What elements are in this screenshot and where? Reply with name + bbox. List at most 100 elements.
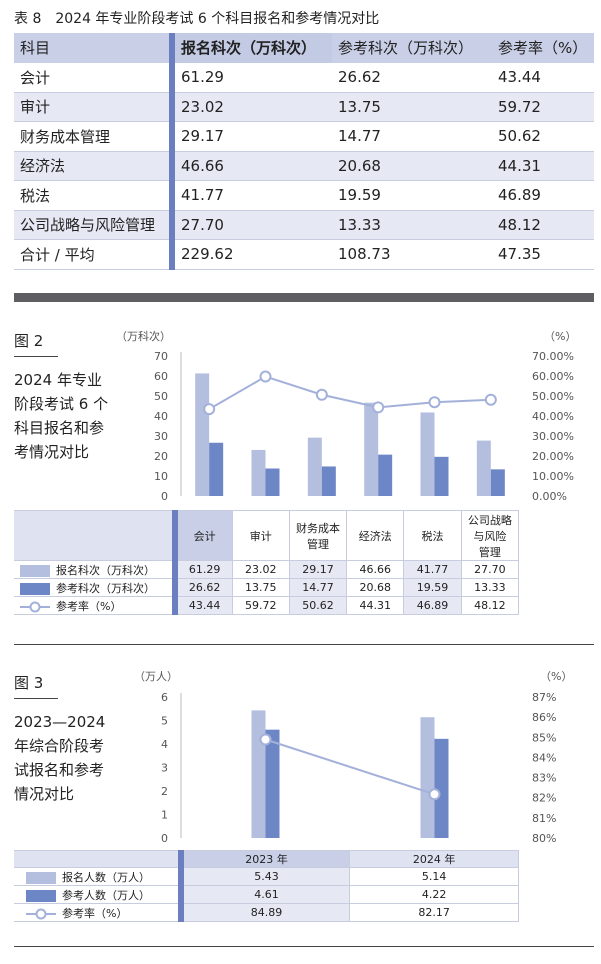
table-cell: 27.70	[460, 560, 520, 579]
table-cell: 14.77	[332, 121, 492, 152]
bar-registration	[364, 402, 379, 496]
fig3-data-table: 2023 年 2024 年 报名人数（万人） 5.43 5.14 参考人数（万人…	[14, 850, 519, 922]
bar-registration	[195, 373, 210, 496]
fig2-right-unit: （%）	[544, 330, 577, 343]
table-cell: 46.89	[492, 180, 594, 211]
category-label: 与风险	[473, 529, 507, 543]
table-cell: 29.17	[169, 121, 332, 152]
table-cell: 229.62	[169, 239, 332, 270]
y2-tick-label: 81%	[532, 812, 556, 825]
bar-registration	[307, 437, 322, 496]
table-row: 参考人数（万人） 4.61 4.22	[14, 885, 519, 904]
legend-label: 参考率（%）	[56, 599, 122, 613]
caption-line: 试报名和参考	[14, 761, 105, 779]
y2-tick-label: 40.00%	[532, 410, 574, 423]
fig2-label-rule	[14, 356, 58, 357]
fig3-corner-cell	[14, 850, 184, 868]
y2-tick-label: 60.00%	[532, 370, 574, 383]
table-cell: 23.02	[231, 560, 290, 579]
figure-divider	[14, 644, 594, 645]
fig2-category-cell: 会计	[174, 510, 233, 561]
legend-swatch	[26, 889, 56, 902]
rate-point	[259, 733, 272, 746]
category-label: 公司战略	[467, 513, 512, 527]
y2-tick-label: 84%	[532, 751, 556, 764]
section-divider	[14, 293, 594, 302]
fig2-data-header-row: 会计 审计 财务成本 管理 经济法 税法 公司战略 与风险 管理	[14, 510, 520, 561]
table-cell: 82.17	[349, 903, 519, 922]
legend-swatch	[20, 582, 50, 595]
table-cell: 会计	[14, 62, 172, 93]
y-tick-label: 30	[154, 430, 168, 443]
category-label: 经济法	[358, 529, 392, 543]
y2-tick-label: 82%	[532, 792, 556, 805]
table-cell: 108.73	[332, 239, 492, 270]
bar-participation	[434, 456, 449, 496]
y2-tick-label: 85%	[532, 731, 556, 744]
table-cell: 61.29	[169, 62, 332, 93]
y-tick-label: 2	[161, 785, 168, 798]
table-cell: 13.75	[231, 578, 290, 597]
fig2-category-cell: 经济法	[346, 510, 405, 561]
table-cell: 13.33	[332, 210, 492, 240]
y-tick-label: 20	[154, 450, 168, 463]
table-cell: 59.72	[492, 92, 594, 122]
fig3-chart: 0 1 2 3 4 5 6 80% 81% 82% 83% 84% 85% 86% 87%	[161, 691, 556, 845]
fig3-category-cell: 2024 年	[349, 850, 519, 868]
table-row: 会计 61.29 26.62 43.44	[14, 62, 594, 93]
table-cell: 财务成本管理	[14, 121, 172, 152]
y-tick-label: 50	[154, 390, 168, 403]
caption-line: 考情况对比	[14, 443, 90, 461]
y2-tick-label: 20.00%	[532, 450, 574, 463]
y-tick-label: 6	[161, 691, 168, 704]
y2-tick-label: 0.00%	[532, 490, 567, 503]
table8-header: 科目	[14, 33, 172, 63]
table-cell: 19.59	[332, 180, 492, 211]
table8-title: 表 8 2024 年专业阶段考试 6 个科目报名和参考情况对比	[14, 11, 380, 27]
y2-tick-label: 87%	[532, 691, 556, 704]
caption-line: 情况对比	[14, 785, 75, 803]
y2-tick-label: 70.00%	[532, 350, 574, 363]
table-cell: 26.62	[332, 62, 492, 93]
y2-tick-label: 30.00%	[532, 430, 574, 443]
bar-participation	[321, 466, 336, 496]
y-tick-label: 70	[154, 350, 168, 363]
table-row: 参考率（%） 84.89 82.17	[14, 903, 519, 922]
table-cell: 44.31	[346, 596, 405, 615]
category-label: 管理	[306, 537, 329, 551]
legend-cell: 参考率（%）	[14, 903, 184, 922]
table-cell: 13.75	[332, 92, 492, 122]
table-cell: 46.89	[403, 596, 462, 615]
table8-header: 参考科次（万科次）	[332, 33, 492, 63]
table-cell: 44.31	[492, 151, 594, 181]
y-tick-label: 0	[161, 490, 168, 503]
table-row: 财务成本管理 29.17 14.77 50.62	[14, 121, 594, 152]
rate-point	[259, 370, 272, 383]
table-cell: 4.22	[349, 885, 519, 904]
rate-point	[203, 403, 216, 416]
table-cell: 47.35	[492, 239, 594, 270]
table-cell: 经济法	[14, 151, 172, 181]
bar-participation	[265, 729, 280, 838]
table-cell: 59.72	[231, 596, 290, 615]
rate-point	[372, 401, 385, 414]
rate-point	[315, 388, 328, 401]
fig3-label-rule	[14, 698, 58, 699]
legend-cell: 参考率（%）	[14, 596, 178, 615]
category-label: 审计	[249, 529, 272, 543]
table-cell: 5.14	[349, 867, 519, 886]
fig2-category-cell: 财务成本 管理	[288, 510, 348, 561]
y-tick-label: 3	[161, 762, 168, 775]
table-row: 参考率（%） 43.44 59.72 50.62 44.31 46.89 48.…	[14, 596, 520, 615]
bar-participation	[209, 442, 224, 496]
table8: 科目 报名科次（万科次） 参考科次（万科次） 参考率（%） 会计 61.29 2…	[14, 33, 594, 270]
caption-line: 2024 年专业	[14, 371, 102, 389]
legend-label: 报名人数（万人）	[62, 870, 150, 884]
table-cell: 48.12	[460, 596, 520, 615]
bar-registration	[420, 412, 435, 496]
y-tick-label: 10	[154, 470, 168, 483]
rate-point	[428, 396, 441, 409]
category-label: 会计	[193, 529, 216, 543]
y-tick-label: 1	[161, 809, 168, 822]
legend-cell: 报名科次（万科次）	[14, 560, 178, 579]
